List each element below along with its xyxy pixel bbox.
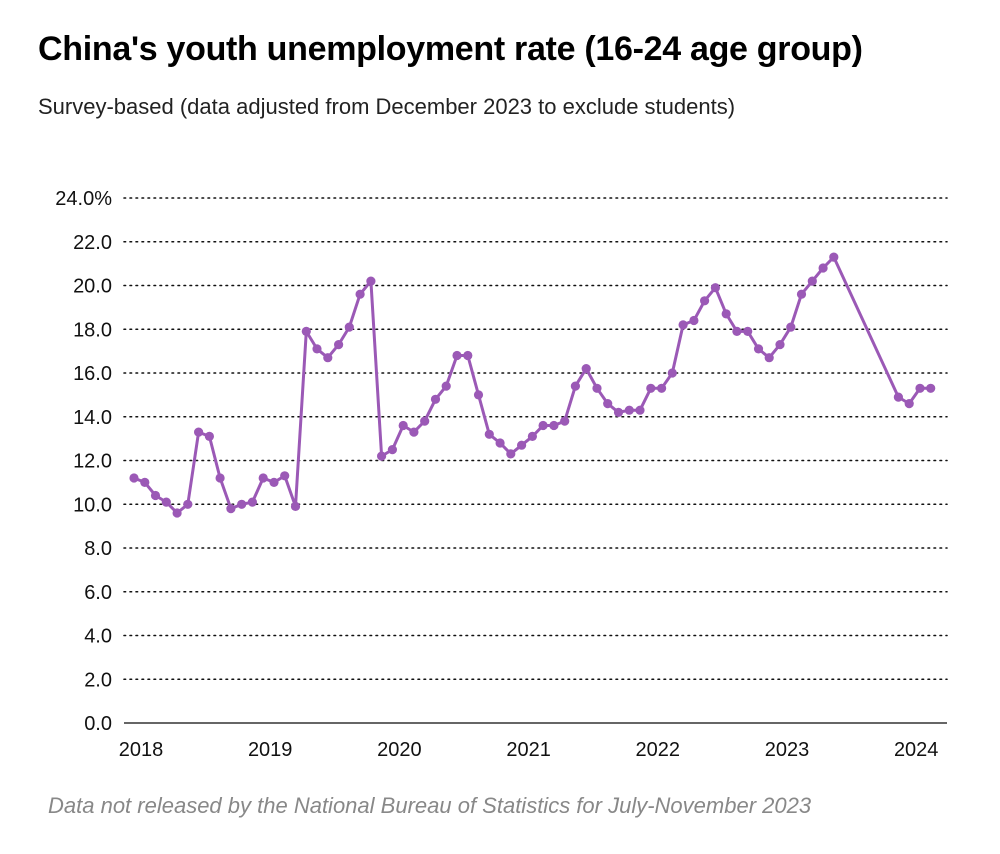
- y-tick-label: 6.0: [84, 582, 112, 604]
- data-point: [700, 296, 710, 306]
- data-point: [667, 368, 677, 378]
- data-point: [592, 383, 602, 393]
- data-point: [194, 427, 204, 437]
- data-point: [710, 283, 721, 293]
- data-point: [258, 473, 268, 483]
- data-point: [366, 276, 376, 286]
- data-point: [549, 420, 559, 431]
- x-tick-label: 2023: [765, 739, 810, 761]
- data-point: [161, 497, 171, 507]
- data-point: [904, 399, 914, 409]
- data-point: [269, 477, 279, 487]
- data-point: [129, 473, 139, 483]
- data-point: [420, 416, 430, 426]
- data-point: [743, 326, 753, 336]
- y-tick-label: 14.0: [73, 407, 112, 429]
- data-point: [624, 405, 634, 415]
- data-point: [753, 344, 764, 354]
- data-point: [818, 263, 828, 273]
- data-point: [560, 416, 570, 426]
- data-point: [226, 504, 236, 514]
- data-point: [172, 508, 182, 518]
- data-point: [312, 344, 322, 354]
- x-axis-ticks: 2018 2019 2020 2021 2022 2023 2024: [119, 739, 939, 761]
- data-point: [786, 322, 796, 332]
- data-point: [689, 315, 699, 326]
- data-point: [344, 322, 354, 332]
- y-tick-label: 8.0: [84, 538, 112, 560]
- data-point: [807, 276, 817, 286]
- data-point: [430, 394, 441, 404]
- data-point: [646, 383, 656, 393]
- y-axis-ticks: 0.0 2.0 4.0 6.0 8.0 10.0 12.0 14.0 16.0 18.0 20.0 2…: [55, 188, 112, 735]
- data-point: [678, 320, 688, 330]
- data-point: [570, 381, 581, 391]
- data-point: [635, 405, 645, 415]
- data-point: [796, 289, 807, 299]
- y-tick-label: 22.0: [73, 232, 112, 254]
- y-tick-label: 24.0%: [55, 188, 112, 210]
- y-tick-label: 2.0: [84, 669, 112, 691]
- data-point: [829, 252, 839, 262]
- data-point: [775, 340, 785, 350]
- y-tick-label: 4.0: [84, 626, 112, 648]
- data-point: [657, 383, 667, 393]
- data-point: [721, 309, 731, 319]
- data-point: [409, 427, 419, 437]
- data-point: [183, 499, 193, 509]
- series-line: [132, 255, 933, 515]
- data-point: [527, 431, 538, 441]
- data-point: [506, 449, 516, 459]
- data-point: [377, 451, 387, 461]
- data-point: [387, 445, 397, 455]
- x-tick-label: 2018: [119, 739, 164, 761]
- y-tick-label: 20.0: [73, 276, 112, 298]
- data-point: [204, 431, 214, 441]
- data-point: [538, 420, 548, 431]
- data-point: [581, 364, 591, 374]
- data-point: [247, 497, 257, 507]
- data-point: [280, 471, 290, 481]
- data-point: [355, 289, 365, 299]
- data-point: [441, 381, 451, 391]
- data-point: [495, 438, 505, 448]
- data-point: [463, 350, 473, 361]
- x-tick-label: 2020: [377, 739, 422, 761]
- data-point: [290, 501, 301, 511]
- y-tick-label: 10.0: [73, 494, 112, 516]
- data-point: [603, 399, 613, 409]
- y-tick-label: 16.0: [73, 363, 112, 385]
- data-point: [484, 429, 494, 439]
- x-tick-label: 2024: [894, 739, 939, 761]
- data-point: [517, 440, 527, 450]
- data-point: [613, 407, 624, 417]
- x-tick-label: 2019: [248, 739, 293, 761]
- data-point: [237, 499, 247, 509]
- data-point: [915, 383, 925, 393]
- series-unemployment-rate: [129, 252, 936, 518]
- data-point: [150, 490, 161, 501]
- data-point: [926, 383, 936, 393]
- data-point: [398, 420, 408, 431]
- y-tick-label: 12.0: [73, 451, 112, 473]
- data-point: [334, 340, 344, 350]
- data-point: [732, 326, 742, 336]
- data-point: [893, 392, 904, 402]
- data-point: [764, 353, 774, 363]
- x-tick-label: 2022: [636, 739, 681, 761]
- x-tick-label: 2021: [506, 739, 551, 761]
- data-point: [473, 390, 484, 400]
- data-point: [215, 473, 225, 483]
- data-point: [301, 326, 311, 336]
- y-tick-label: 18.0: [73, 319, 112, 341]
- data-point: [140, 477, 150, 487]
- chart-subtitle: Survey-based (data adjusted from Decembe…: [38, 94, 736, 119]
- chart-title: China's youth unemployment rate (16-24 a…: [38, 30, 863, 68]
- footnote: Data not released by the National Bureau…: [48, 793, 812, 818]
- data-point: [452, 350, 462, 361]
- y-tick-label: 0.0: [84, 713, 112, 735]
- data-point: [323, 353, 333, 363]
